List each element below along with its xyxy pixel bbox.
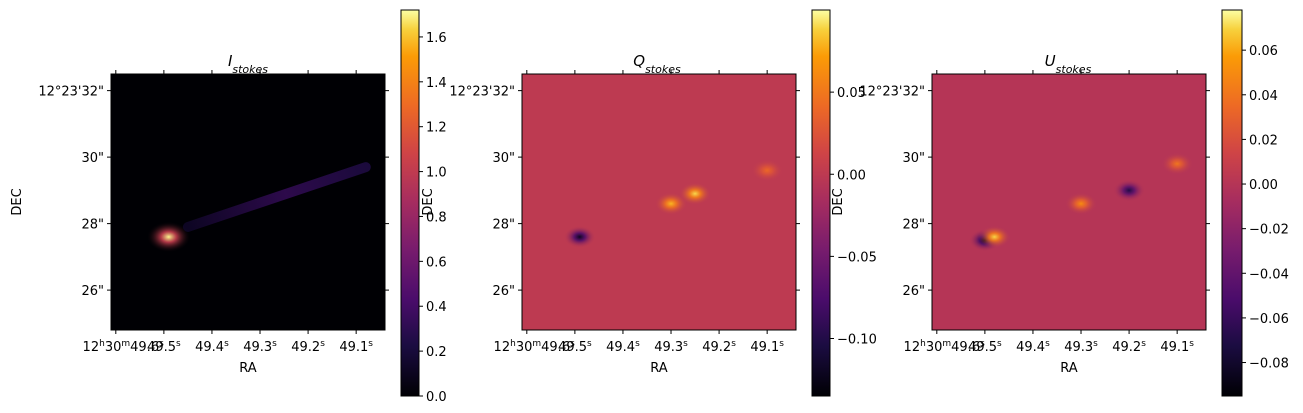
colorbar-tick-label: −0.08 [1249, 357, 1289, 372]
colorbar-tick-label: −0.04 [1249, 267, 1289, 282]
y-axis-label: DEC [831, 188, 846, 215]
x-tick-label: 49.1s [339, 339, 373, 355]
y-tick-label: 30" [492, 151, 515, 166]
colorbar-tick-label: 0.04 [1249, 89, 1278, 104]
y-tick-label: 26" [902, 284, 925, 299]
x-axis-label: RA [650, 361, 668, 376]
negative-blob [563, 225, 596, 249]
colorbar-tick-label: 1.4 [426, 76, 447, 91]
x-tick-label: 49.2s [1112, 339, 1146, 355]
positive-blob [1065, 192, 1098, 215]
colorbar-tick-label: 1.6 [426, 31, 447, 46]
y-tick-label: 30" [81, 151, 104, 166]
panel-title: Qstokes [633, 52, 681, 76]
y-tick-label: 28" [902, 218, 925, 233]
x-tick-label: 49.5s [968, 339, 1002, 355]
axes-frame [521, 73, 797, 331]
colorbar-tick-label: 0.00 [1249, 178, 1278, 193]
positive-blob [978, 225, 1011, 249]
positive-blob [679, 182, 712, 205]
x-tick-label: 49.2s [702, 339, 736, 355]
axes-frame [931, 73, 1207, 331]
image-map [932, 74, 1206, 330]
point-source [146, 221, 191, 253]
colorbar [811, 9, 831, 397]
x-tick-label: 49.1s [1160, 339, 1194, 355]
y-tick-label: 12°23'32" [859, 85, 925, 100]
x-tick-label: 49.3s [1064, 339, 1098, 355]
colorbar-tick-label: 1.2 [426, 121, 447, 136]
panel-title: Istokes [228, 52, 268, 76]
y-tick-label: 30" [902, 151, 925, 166]
colorbar-tick-label: 0.2 [426, 345, 447, 360]
colorbar-tick-label: −0.02 [1249, 223, 1289, 238]
x-tick-label: 49.4s [1016, 339, 1050, 355]
jet-emission [182, 162, 371, 232]
positive-blob [751, 159, 784, 182]
colorbar-tick-label: −0.06 [1249, 312, 1289, 327]
colorbar-tick-label: −0.05 [837, 250, 877, 265]
positive-blob [1161, 152, 1194, 175]
colorbar-tick-label: −0.10 [837, 333, 877, 348]
x-tick-label: 49.5s [147, 339, 181, 355]
x-tick-label: 49.4s [195, 339, 229, 355]
x-axis-label: RA [239, 361, 257, 376]
colorbar-tick-label: 0.8 [426, 210, 447, 225]
colorbar-tick-label: 0.06 [1249, 44, 1278, 59]
x-tick-label: 49.3s [654, 339, 688, 355]
y-axis-label: DEC [421, 188, 436, 215]
panel-title: Ustokes [1045, 52, 1092, 76]
x-tick-label: 49.1s [750, 339, 784, 355]
colorbar-tick-label: 0.0 [426, 390, 447, 405]
x-tick-label: 49.5s [558, 339, 592, 355]
x-tick-label: 12h30m49.6s [83, 339, 165, 355]
colorbar-tick-label: 0.05 [837, 86, 866, 101]
y-axis-label: DEC [10, 188, 25, 215]
colorbar [1221, 9, 1243, 397]
colorbar-tick-label: 0.00 [837, 168, 866, 183]
axes-frame [110, 73, 386, 331]
x-tick-label: 49.4s [606, 339, 640, 355]
colorbar-tick-label: 0.02 [1249, 133, 1278, 148]
x-axis-label: RA [1060, 361, 1078, 376]
y-tick-label: 28" [492, 218, 515, 233]
x-tick-label: 49.3s [243, 339, 277, 355]
y-tick-label: 28" [81, 218, 104, 233]
positive-blob [655, 192, 688, 215]
negative-blob [1113, 179, 1146, 202]
x-tick-label: 12h30m49.6s [904, 339, 986, 355]
image-map [111, 74, 385, 330]
colorbar-tick-label: 1.0 [426, 166, 447, 181]
image-map [522, 74, 796, 330]
y-tick-label: 12°23'32" [38, 85, 104, 100]
y-tick-label: 26" [81, 284, 104, 299]
x-tick-label: 12h30m49.6s [494, 339, 576, 355]
colorbar [400, 9, 420, 397]
colorbar-tick-label: 0.4 [426, 300, 447, 315]
y-tick-label: 26" [492, 284, 515, 299]
colorbar-tick-label: 0.6 [426, 255, 447, 270]
y-tick-label: 12°23'32" [449, 85, 515, 100]
x-tick-label: 49.2s [291, 339, 325, 355]
